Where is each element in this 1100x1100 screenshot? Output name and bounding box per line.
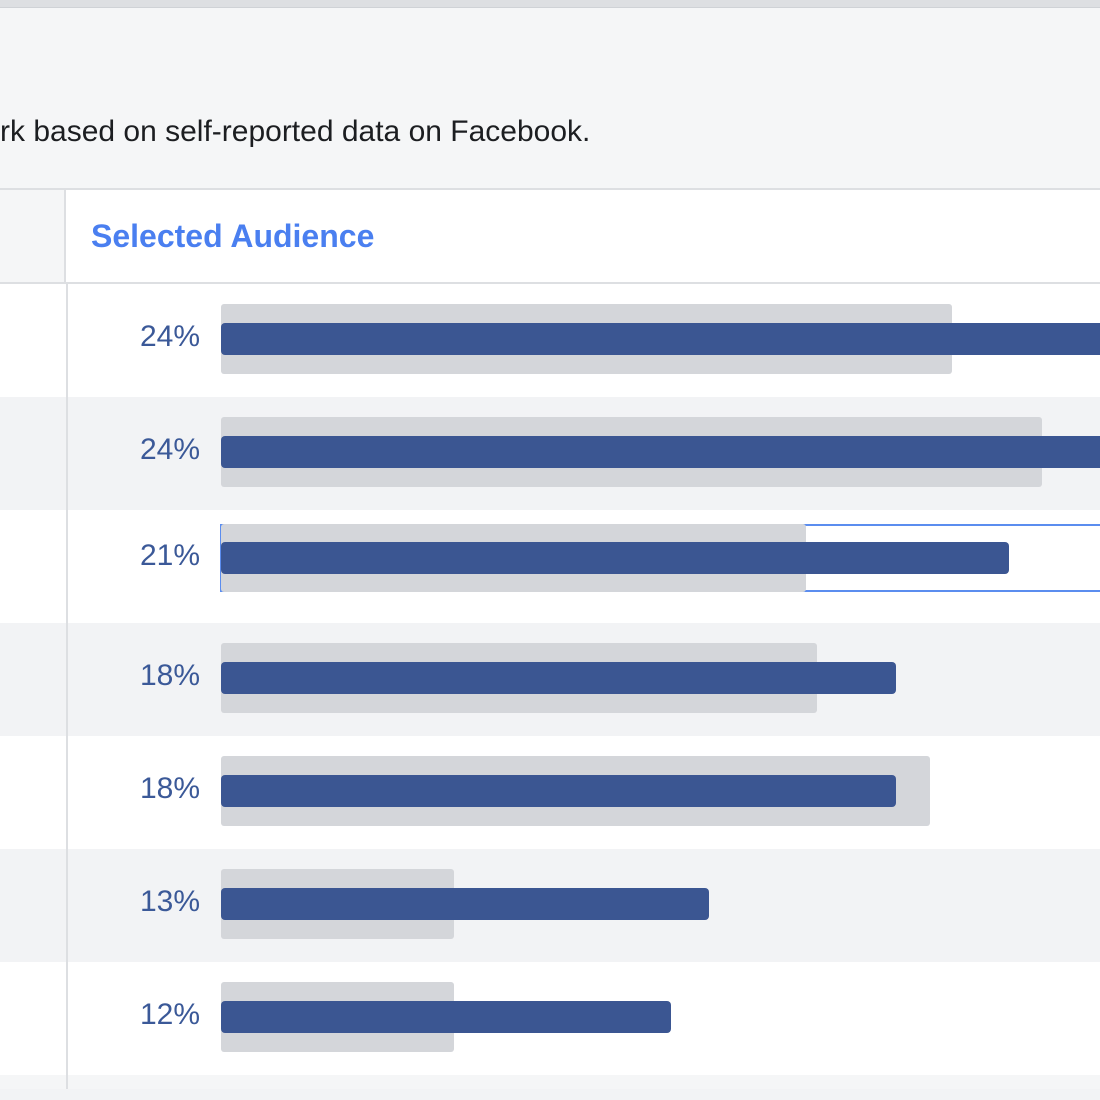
table-row[interactable]: 24%	[0, 397, 1100, 510]
table-row[interactable]: 24%	[0, 284, 1100, 397]
percent-label: 12%	[139, 997, 200, 1031]
selected-audience-header[interactable]: Selected Audience	[91, 218, 375, 254]
column-divider	[66, 284, 68, 1100]
audience-bar[interactable]	[221, 435, 1100, 468]
audience-bar[interactable]	[221, 887, 709, 920]
table-row[interactable]: 18%	[0, 736, 1100, 849]
percent-label: 18%	[139, 771, 200, 805]
audience-bar[interactable]	[221, 774, 896, 807]
table-row[interactable]: 13%	[0, 849, 1100, 962]
audience-bar[interactable]	[221, 322, 1100, 355]
table-header: Selected Audience	[0, 188, 1100, 284]
audience-bar[interactable]	[221, 661, 896, 694]
audience-bar[interactable]	[221, 541, 1009, 574]
table-row[interactable]: 18%	[0, 623, 1100, 736]
percent-label: 13%	[139, 884, 200, 918]
table-row[interactable]: 21%	[0, 510, 1100, 623]
top-border	[0, 0, 1100, 8]
audience-rows: 24% 24% 21% 18% 18% 13% 12%	[0, 284, 1100, 1075]
percent-label: 24%	[139, 319, 200, 353]
audience-bar[interactable]	[221, 1000, 671, 1033]
percent-label: 18%	[139, 658, 200, 692]
table-row[interactable]: 12%	[0, 962, 1100, 1075]
percent-label: 24%	[139, 432, 200, 466]
table-row-partial	[0, 1089, 1100, 1100]
header-left-cell	[0, 190, 66, 282]
percent-label: 21%	[139, 538, 200, 572]
audience-description: rk based on self-reported data on Facebo…	[0, 115, 591, 148]
